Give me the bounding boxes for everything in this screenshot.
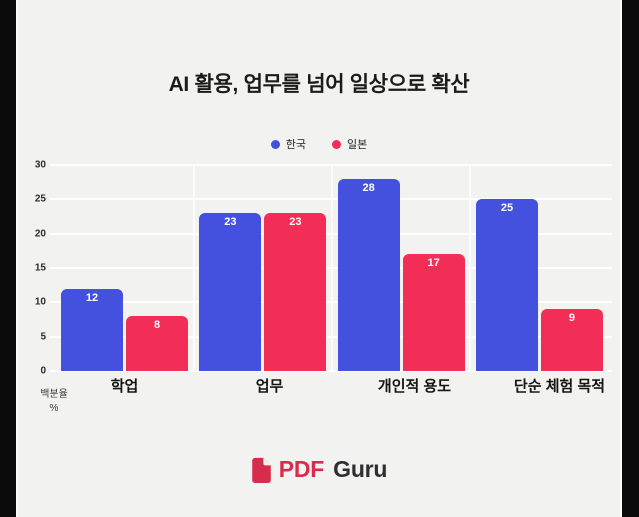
plot-area: 12 8 23 23 28 17 25 9	[50, 164, 612, 372]
bar-value-label: 28	[362, 181, 375, 194]
x-axis: 학업 업무 개인적 용도 단순 체험 목적	[50, 375, 632, 396]
bar-group: 28 17	[337, 165, 465, 371]
bar-일본: 17	[402, 254, 465, 371]
legend: 한국 일본	[18, 136, 620, 152]
bar-일본: 23	[264, 213, 327, 371]
bar-한국: 12	[61, 288, 123, 371]
y-tick-label: 25	[34, 193, 46, 205]
chart-title: AI 활용, 업무를 넘어 일상으로 확산	[168, 73, 470, 96]
infographic-canvas: AI 활용, 업무를 넘어 일상으로 확산 한국 일본 0 5 10 15 20 25 30 …	[16, 0, 622, 517]
y-tick-label: 15	[34, 262, 46, 274]
bar-group: 25 9	[475, 165, 603, 371]
bar-value-label: 9	[568, 312, 576, 325]
x-tick-label: 개인적 용도	[377, 378, 452, 395]
legend-item: 일본	[332, 136, 367, 152]
bar-value-label: 25	[500, 202, 514, 215]
y-axis-unit-line2: %	[49, 402, 59, 414]
bar-일본: 8	[126, 316, 188, 371]
frame-left	[0, 0, 16, 517]
y-axis: 0 5 10 15 20 25 30	[18, 160, 48, 377]
y-axis-unit-line1: 백분율	[40, 389, 68, 400]
y-tick-label: 5	[40, 331, 46, 343]
group-separator	[469, 165, 471, 371]
frame-right	[622, 0, 639, 517]
y-axis-unit-label: 백분율 %	[24, 388, 84, 415]
legend-dot	[332, 139, 341, 149]
legend-dot	[270, 139, 280, 149]
bar-한국: 28	[337, 178, 400, 371]
legend-label: 한국	[285, 139, 306, 151]
x-tick-label: 학업	[110, 378, 139, 395]
bar-일본: 9	[540, 309, 603, 371]
gridline	[50, 370, 612, 372]
x-tick-label: 업무	[255, 378, 284, 395]
brand-text-guru: Guru	[333, 456, 388, 482]
bar-groups: 12 8 23 23 28 17 25 9	[50, 165, 612, 371]
y-tick-label: 30	[34, 159, 46, 171]
bar-value-label: 23	[224, 216, 237, 229]
bar-value-label: 8	[153, 319, 161, 332]
bar-group: 12 8	[61, 165, 188, 371]
pdf-document-icon	[251, 457, 272, 483]
bar-한국: 25	[475, 199, 538, 371]
y-tick-label: 10	[34, 296, 46, 308]
brand-logo: PDF Guru	[18, 456, 620, 483]
bar-value-label: 23	[289, 216, 302, 229]
y-tick-label: 20	[34, 228, 46, 240]
brand-text-pdf: PDF	[278, 456, 325, 482]
group-separator	[331, 165, 333, 371]
bar-group: 23 23	[199, 165, 327, 371]
bar-value-label: 17	[427, 257, 440, 270]
bar-value-label: 12	[85, 291, 99, 304]
group-separator	[193, 165, 195, 371]
x-tick-label: 단순 체험 목적	[513, 378, 606, 395]
y-tick-label: 0	[40, 365, 46, 377]
legend-label: 일본	[347, 139, 368, 151]
bar-한국: 23	[199, 213, 262, 371]
legend-item: 한국	[270, 136, 306, 152]
